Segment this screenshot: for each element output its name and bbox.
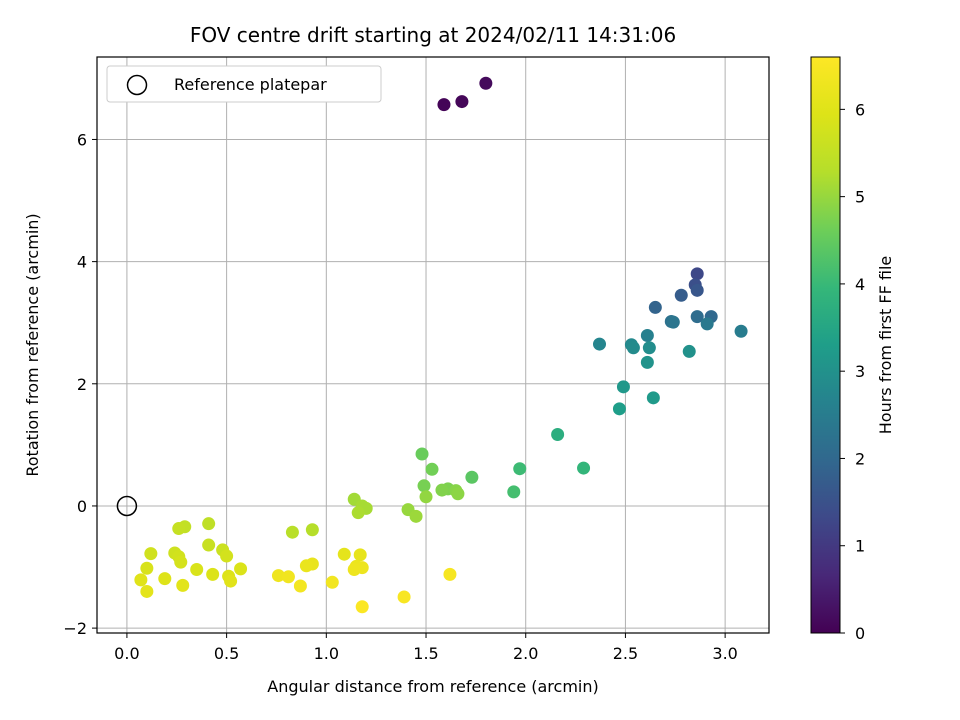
x-tick-label: 1.5: [413, 644, 438, 663]
data-point: [443, 567, 457, 581]
data-point: [690, 267, 704, 281]
y-tick-label: −2: [63, 619, 87, 638]
data-point: [353, 548, 367, 562]
data-point: [640, 355, 654, 369]
data-point: [648, 300, 662, 314]
colorbar-tick-label: 6: [855, 100, 865, 119]
y-tick-label: 4: [77, 253, 87, 272]
data-point: [435, 483, 449, 497]
data-point: [293, 579, 307, 593]
data-point: [425, 462, 439, 476]
colorbar: 0 1 2 3 4 5 6 Hours from first FF file: [810, 56, 895, 643]
colorbar-tick-label: 4: [855, 275, 865, 294]
data-point: [415, 447, 429, 461]
data-point: [593, 337, 607, 351]
data-point: [682, 344, 696, 358]
data-point: [281, 570, 295, 584]
colorbar-tick-label: 2: [855, 449, 865, 468]
legend-box: [106, 65, 382, 103]
data-point: [409, 509, 423, 523]
x-axis-label: Angular distance from reference (arcmin): [267, 677, 598, 696]
grid: [97, 57, 769, 633]
legend: Reference platepar: [106, 65, 382, 103]
colorbar-tick-label: 1: [855, 537, 865, 556]
x-tick-label: 3.0: [712, 644, 737, 663]
y-axis-label: Rotation from reference (arcmin): [23, 213, 42, 476]
data-point: [206, 567, 220, 581]
data-point: [451, 487, 465, 501]
y-axis-ticks: −2 0 2 4 6: [63, 130, 97, 638]
data-point: [305, 523, 319, 537]
data-point: [134, 573, 148, 587]
x-tick-label: 1.0: [314, 644, 339, 663]
colorbar-ticks: 0 1 2 3 4 5 6: [840, 100, 865, 643]
data-point: [347, 562, 361, 576]
scatter-points: [134, 76, 748, 614]
data-point: [271, 569, 285, 583]
data-point: [202, 517, 216, 531]
y-tick-label: 2: [77, 375, 87, 394]
chart-title: FOV centre drift starting at 2024/02/11 …: [190, 23, 676, 47]
data-point: [337, 547, 351, 561]
data-point: [176, 578, 190, 592]
data-point: [640, 329, 654, 343]
data-point: [174, 555, 188, 569]
data-point: [285, 525, 299, 539]
data-point: [616, 380, 630, 394]
colorbar-label: Hours from first FF file: [876, 256, 895, 435]
data-point: [666, 315, 680, 329]
legend-marker: [126, 74, 148, 96]
data-point: [351, 506, 365, 520]
plot-frame: [96, 56, 770, 634]
data-point: [612, 402, 626, 416]
data-point: [626, 341, 640, 355]
data-point: [674, 288, 688, 302]
data-point: [700, 317, 714, 331]
data-point: [144, 547, 158, 561]
legend-label: Reference platepar: [174, 75, 327, 94]
x-axis-ticks: 0.0 0.5 1.0 1.5 2.0 2.5 3.0: [114, 633, 738, 663]
data-point: [455, 95, 469, 109]
data-point: [140, 584, 154, 598]
colorbar-tick-label: 5: [855, 188, 865, 207]
x-tick-label: 0.5: [214, 644, 239, 663]
data-point: [140, 561, 154, 575]
y-tick-label: 6: [77, 130, 87, 149]
data-point: [513, 462, 527, 476]
data-point: [397, 590, 411, 604]
data-point: [551, 427, 565, 441]
data-point: [220, 549, 234, 563]
data-point: [299, 559, 313, 573]
data-point: [465, 470, 479, 484]
x-tick-label: 2.0: [513, 644, 538, 663]
reference-platepar-marker: [116, 495, 138, 517]
data-point: [234, 562, 248, 576]
colorbar-tick-label: 0: [855, 624, 865, 643]
data-point: [172, 522, 186, 536]
data-point: [355, 600, 369, 614]
x-tick-label: 0.0: [114, 644, 139, 663]
data-point: [646, 391, 660, 405]
data-point: [419, 490, 433, 504]
data-point: [158, 572, 172, 586]
x-tick-label: 2.5: [613, 644, 638, 663]
y-tick-label: 0: [77, 497, 87, 516]
data-point: [577, 461, 591, 475]
data-point: [642, 341, 656, 355]
data-point: [417, 479, 431, 493]
data-point: [202, 538, 216, 552]
data-point: [437, 98, 451, 112]
colorbar-tick-label: 3: [855, 362, 865, 381]
data-point: [479, 76, 493, 90]
data-point: [734, 324, 748, 338]
data-point: [325, 575, 339, 589]
data-point: [690, 283, 704, 297]
data-point: [190, 562, 204, 576]
colorbar-gradient: [810, 56, 841, 634]
data-point: [690, 310, 704, 324]
data-point: [224, 574, 238, 588]
data-point: [507, 485, 521, 499]
